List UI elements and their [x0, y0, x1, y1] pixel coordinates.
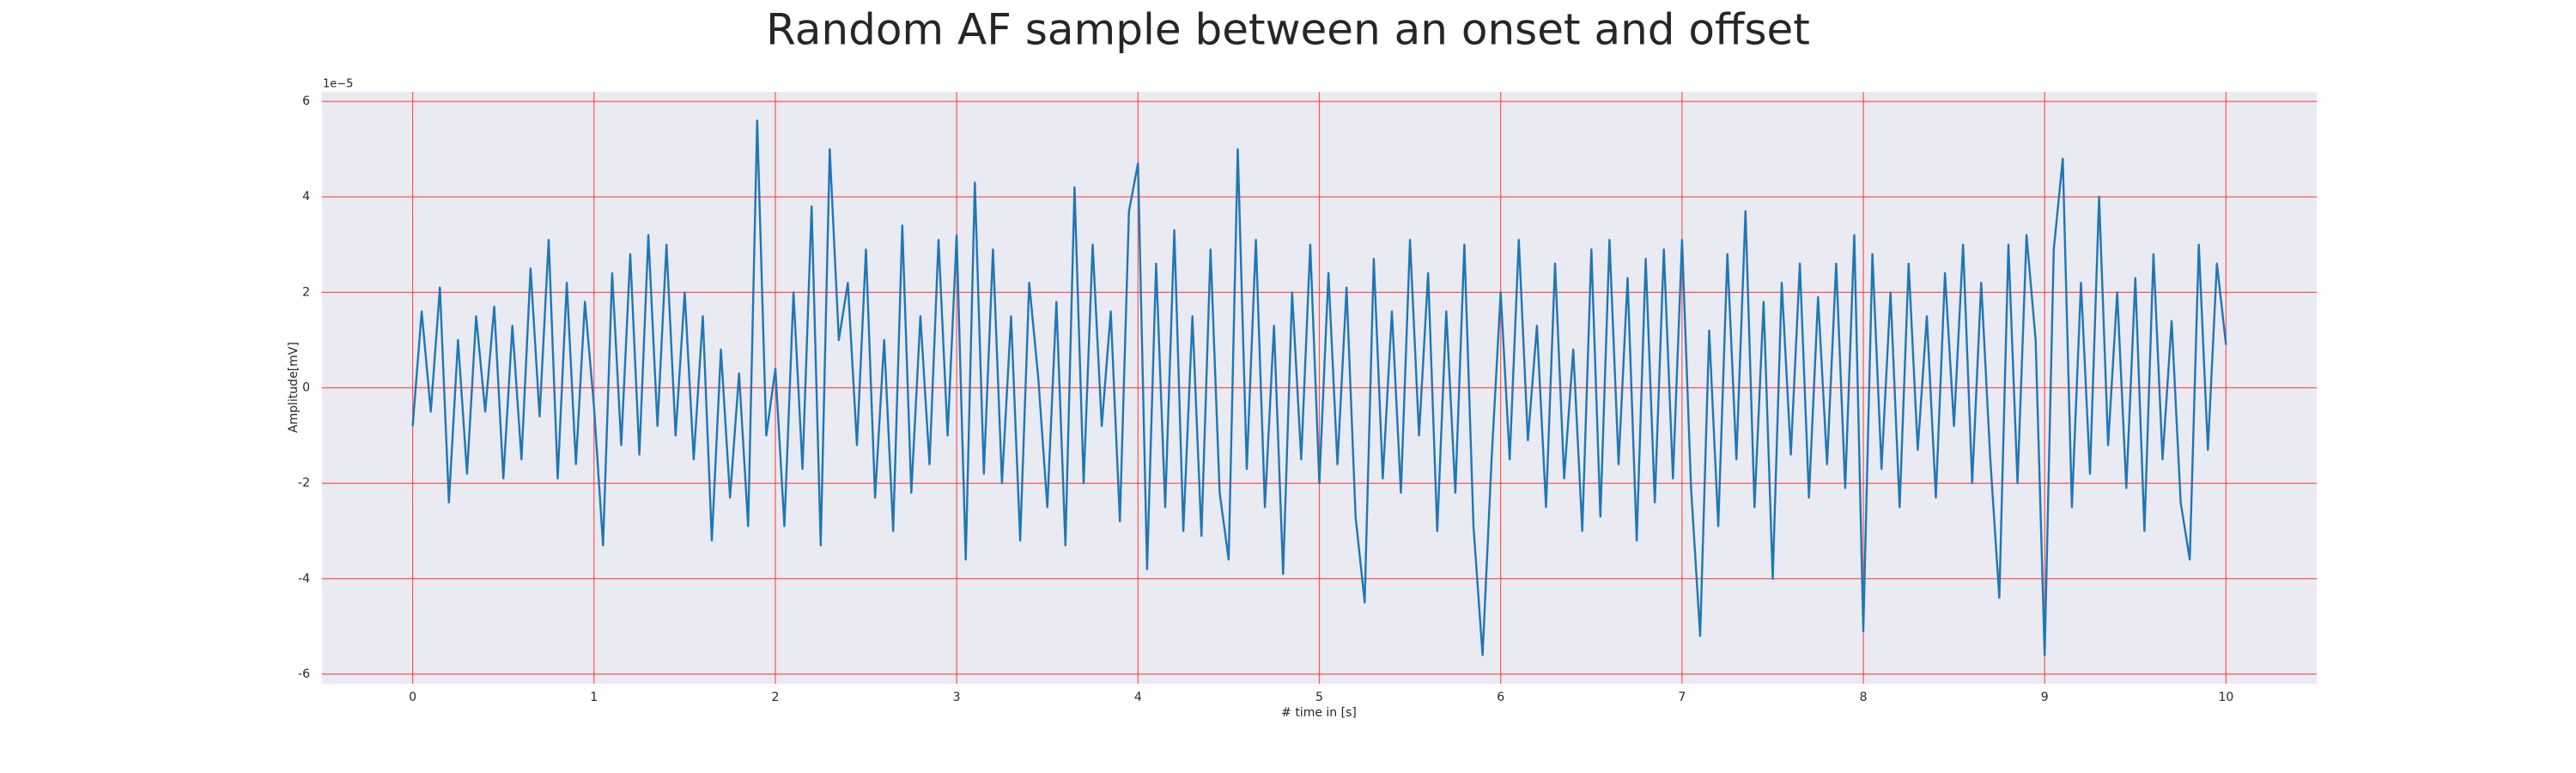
y-tick-label: 4 [302, 190, 310, 204]
x-tick-label: 7 [1678, 691, 1686, 704]
y-tick-label: 6 [302, 94, 310, 108]
y-offset-label: 1e−5 [323, 78, 353, 91]
x-tick-label: 8 [1860, 691, 1868, 704]
y-tick-label: 0 [302, 381, 310, 395]
y-axis-label: Amplitude[mV] [287, 342, 301, 433]
y-tick-label: -2 [298, 477, 310, 490]
x-tick-label: 5 [1315, 691, 1323, 704]
chart-title: Random AF sample between an onset and of… [766, 5, 1810, 55]
x-tick-label: 6 [1497, 691, 1504, 704]
x-tick-label: 1 [590, 691, 598, 704]
x-tick-label: 2 [771, 691, 779, 704]
x-tick-label: 3 [953, 691, 961, 704]
x-tick-label: 10 [2218, 691, 2233, 704]
y-tick-label: -4 [298, 572, 310, 586]
line-series [411, 119, 2227, 656]
x-tick-label: 0 [409, 691, 416, 704]
x-axis-label: # time in [s] [1281, 706, 1357, 720]
x-tick-label: 9 [2041, 691, 2049, 704]
y-tick-label: -6 [298, 667, 310, 681]
y-tick-label: 2 [302, 285, 310, 299]
x-tick-label: 4 [1134, 691, 1142, 704]
